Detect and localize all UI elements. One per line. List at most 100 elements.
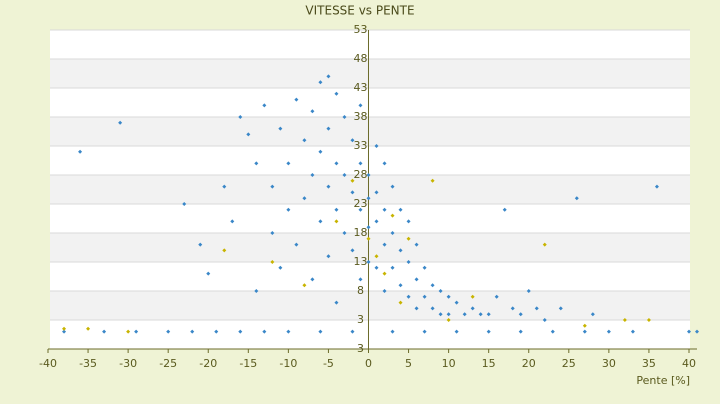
scatter-point <box>334 91 339 96</box>
scatter-point <box>390 184 395 189</box>
scatter-point <box>414 306 419 311</box>
scatter-point <box>422 329 427 334</box>
scatter-point <box>470 306 475 311</box>
scatter-point <box>390 213 395 218</box>
y-tick-label: 53 <box>353 23 367 36</box>
scatter-point <box>446 312 451 317</box>
scatter-point <box>318 149 323 154</box>
scatter-point <box>358 161 363 166</box>
scatter-point <box>470 294 475 299</box>
x-tick-label: 35 <box>642 357 656 370</box>
scatter-point <box>686 329 691 334</box>
scatter-point <box>246 132 251 137</box>
x-tick-label: 30 <box>602 357 616 370</box>
scatter-point <box>78 149 83 154</box>
scatter-point <box>310 277 315 282</box>
scatter-point <box>510 306 515 311</box>
scatter-point <box>294 97 299 102</box>
scatter-point <box>630 329 635 334</box>
scatter-point <box>334 161 339 166</box>
scatter-point <box>422 294 427 299</box>
x-tick-label: 25 <box>562 357 576 370</box>
scatter-point <box>502 207 507 212</box>
scatter-point <box>262 329 267 334</box>
scatter-point <box>302 283 307 288</box>
scatter-point <box>358 207 363 212</box>
y-tick-label: 43 <box>353 81 367 94</box>
scatter-point <box>166 329 171 334</box>
scatter-point <box>390 329 395 334</box>
scatter-point <box>366 236 371 241</box>
scatter-point <box>486 312 491 317</box>
scatter-point <box>654 184 659 189</box>
scatter-point <box>302 196 307 201</box>
x-tick-label: -25 <box>159 357 177 370</box>
plot-band <box>50 320 690 349</box>
scatter-point <box>270 260 275 264</box>
scatter-point <box>286 161 291 166</box>
plot-band <box>50 175 690 204</box>
scatter-point <box>390 231 395 235</box>
scatter-point <box>590 312 595 317</box>
x-tick-label: 0 <box>365 357 372 370</box>
scatter-point <box>582 329 587 334</box>
scatter-point <box>398 300 403 305</box>
scatter-point <box>206 271 211 276</box>
scatter-point <box>350 329 355 334</box>
scatter-point <box>366 196 371 201</box>
scatter-point <box>350 178 355 183</box>
scatter-point <box>430 306 435 311</box>
scatter-point <box>222 184 227 189</box>
scatter-point <box>62 326 67 331</box>
scatter-point <box>222 248 227 253</box>
scatter-point <box>462 312 467 317</box>
scatter-point <box>334 219 339 224</box>
scatter-point <box>382 161 387 166</box>
x-tick-label: 40 <box>682 357 696 370</box>
scatter-point <box>390 265 395 270</box>
x-tick-label: 15 <box>482 357 496 370</box>
scatter-point <box>262 103 267 108</box>
scatter-point <box>214 329 219 334</box>
scatter-point <box>478 312 483 317</box>
plot-band <box>50 291 690 320</box>
scatter-point <box>454 329 459 334</box>
scatter-point <box>374 265 379 270</box>
plot-band <box>50 204 690 233</box>
scatter-point <box>342 231 347 235</box>
x-tick-label: 10 <box>442 357 456 370</box>
scatter-point <box>326 126 331 131</box>
plot-band <box>50 88 690 117</box>
y-tick-label: 13 <box>353 255 367 268</box>
scatter-point <box>695 329 699 334</box>
scatter-point <box>534 306 539 311</box>
scatter-point <box>382 207 387 212</box>
scatter-point <box>342 115 347 119</box>
scatter-point <box>358 103 363 108</box>
scatter-point <box>646 318 651 322</box>
scatter-point <box>302 138 307 143</box>
scatter-point <box>294 242 299 247</box>
scatter-point <box>398 283 403 288</box>
scatter-point <box>606 329 611 334</box>
scatter-point <box>526 289 531 293</box>
plot-band <box>50 59 690 88</box>
x-tick-label: -5 <box>323 357 334 370</box>
scatter-point <box>406 219 411 224</box>
scatter-point <box>374 219 379 224</box>
scatter-point <box>318 80 323 85</box>
scatter-point <box>342 173 347 177</box>
scatter-point <box>398 207 403 212</box>
scatter-point <box>430 283 435 288</box>
scatter-point <box>326 74 331 79</box>
y-tick-label: 3 <box>357 313 364 326</box>
scatter-point <box>374 254 379 259</box>
scatter-point <box>438 289 443 293</box>
scatter-point <box>270 184 275 189</box>
scatter-point <box>358 277 363 282</box>
scatter-point <box>382 289 387 293</box>
scatter-point <box>310 109 315 114</box>
scatter-point <box>182 202 187 206</box>
scatter-point <box>270 231 275 235</box>
